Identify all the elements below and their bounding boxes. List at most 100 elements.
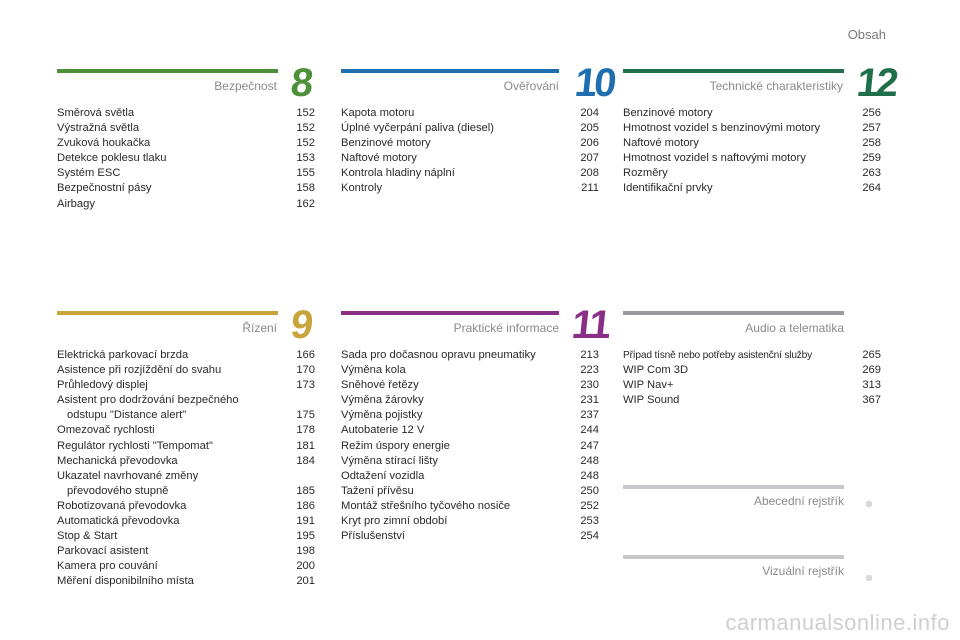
section-title[interactable]: Praktické informace xyxy=(453,321,559,335)
toc-entry[interactable]: Měření disponibilního místa 201 xyxy=(57,574,315,589)
toc-entry-page-number: 208 xyxy=(580,167,599,180)
toc-entry[interactable]: Výstražná světla 152 xyxy=(57,121,315,136)
toc-entry[interactable]: Omezovač rychlosti 178 xyxy=(57,423,315,438)
toc-entry[interactable]: Úplné vyčerpání paliva (diesel) 205 xyxy=(341,121,599,136)
toc-entry-label: Případ tísně nebo potřeby asistenční slu… xyxy=(623,350,813,361)
section-number-badge[interactable]: 8 xyxy=(288,61,313,105)
toc-entry[interactable]: Průhledový displej 173 xyxy=(57,378,315,393)
section-title[interactable]: Audio a telematika xyxy=(745,321,844,335)
toc-entry[interactable]: Automatická převodovka 191 xyxy=(57,514,315,529)
toc-entry-page-number: 252 xyxy=(580,499,599,512)
toc-entry[interactable]: Identifikační prvky 264 xyxy=(623,181,881,196)
toc-entry-page-number: 206 xyxy=(580,137,599,150)
toc-entry[interactable]: Systém ESC 155 xyxy=(57,166,315,181)
toc-entry[interactable]: Výměna kola 223 xyxy=(341,363,599,378)
toc-entry[interactable]: WIP Com 3D 269 xyxy=(623,363,881,378)
toc-entry[interactable]: Rozměry 263 xyxy=(623,166,881,181)
toc-entry[interactable]: Autobaterie 12 V 244 xyxy=(341,423,599,438)
toc-entry-label-continued: převodového stupně xyxy=(67,484,169,497)
toc-entry-label: Sada pro dočasnou opravu pneumatiky xyxy=(341,349,536,361)
section-color-bar xyxy=(57,69,278,73)
toc-entry[interactable]: Stop & Start 195 xyxy=(57,529,315,544)
toc-entry-page-number: 201 xyxy=(296,575,315,588)
toc-entry-page-number: 256 xyxy=(862,107,881,119)
vizualni-rejstrik-link[interactable]: Vizuální rejstřík xyxy=(762,564,844,578)
toc-entry-label: Výstražná světla xyxy=(57,122,140,135)
toc-entry[interactable]: Airbagy 162 xyxy=(57,197,315,212)
toc-entry[interactable]: Kamera pro couvání 200 xyxy=(57,559,315,574)
abecedni-rejstrik-link[interactable]: Abecední rejstřík xyxy=(753,494,844,508)
toc-entry[interactable]: Hmotnost vozidel s naftovými motory 259 xyxy=(623,151,881,166)
toc-entry[interactable]: Montáž střešního tyčového nosiče 252 xyxy=(341,499,599,514)
toc-entry[interactable]: Hmotnost vozidel s benzinovými motory 257 xyxy=(623,121,881,136)
section-number-badge[interactable]: 11 xyxy=(569,303,611,347)
toc-entry[interactable]: Naftové motory 207 xyxy=(341,151,599,166)
toc-entry[interactable]: Zvuková houkačka 152 xyxy=(57,136,315,151)
toc-entry[interactable]: Sada pro dočasnou opravu pneumatiky 213 xyxy=(341,348,599,363)
toc-entry[interactable]: Robotizovaná převodovka 186 xyxy=(57,499,315,514)
toc-entry[interactable]: Výměna pojistky 237 xyxy=(341,408,599,423)
toc-entry[interactable]: Směrová světla 152 xyxy=(57,106,315,121)
toc-entry-label: Kamera pro couvání xyxy=(57,560,158,573)
toc-entry[interactable]: Ukazatel navrhované změny převodového stu… xyxy=(57,469,315,499)
toc-entry-label: Asistent pro dodržování bezpečného xyxy=(57,394,239,407)
toc-entry[interactable]: Výměna stírací lišty 248 xyxy=(341,454,599,469)
toc-entry[interactable]: Benzinové motory 256 xyxy=(623,106,881,121)
toc-entry-page-number: 205 xyxy=(580,122,599,135)
toc-entry[interactable]: WIP Nav+ 313 xyxy=(623,378,881,393)
toc-entry-label: Měření disponibilního místa xyxy=(57,575,194,588)
toc-entry[interactable]: Bezpečnostní pásy 158 xyxy=(57,181,315,196)
toc-entry-page-number: 173 xyxy=(296,379,315,392)
section-number-badge[interactable]: 9 xyxy=(288,303,313,347)
toc-entry[interactable]: Kontroly 211 xyxy=(341,181,599,196)
section-title[interactable]: Bezpečnost xyxy=(214,79,277,93)
toc-entry[interactable]: Výměna žárovky 231 xyxy=(341,393,599,408)
toc-entry[interactable]: Benzinové motory 206 xyxy=(341,136,599,151)
toc-entry-page-number: 153 xyxy=(296,152,315,165)
toc-entry-page-number: 257 xyxy=(862,122,881,135)
toc-entry[interactable]: WIP Sound 367 xyxy=(623,393,881,408)
toc-entry[interactable]: Naftové motory 258 xyxy=(623,136,881,151)
toc-entry-page-number: 184 xyxy=(296,454,315,467)
toc-entry-label: Identifikační prvky xyxy=(623,182,713,195)
toc-entry[interactable]: Parkovací asistent 198 xyxy=(57,544,315,559)
toc-entry[interactable]: Tažení přívěsu 250 xyxy=(341,484,599,499)
section-title[interactable]: Ověřování xyxy=(503,79,559,93)
toc-entry[interactable]: Odtažení vozidla 248 xyxy=(341,469,599,484)
toc-entry[interactable]: Asistent pro dodržování bezpečného odstup… xyxy=(57,393,315,423)
toc-entry[interactable]: Kapota motoru 204 xyxy=(341,106,599,121)
section-number-badge[interactable]: 10 xyxy=(572,61,616,105)
section-color-bar xyxy=(57,311,278,315)
toc-entry-label: Výměna stírací lišty xyxy=(341,454,438,467)
toc-entry[interactable]: Asistence při rozjíždění do svahu 170 xyxy=(57,363,315,378)
toc-entry-label: Elektrická parkovací brzda xyxy=(57,349,189,361)
toc-entry-label: Montáž střešního tyčového nosiče xyxy=(341,499,511,512)
toc-entry[interactable]: Mechanická převodovka 184 xyxy=(57,454,315,469)
toc-entry[interactable]: Režim úspory energie 247 xyxy=(341,439,599,454)
toc-entry[interactable]: Sněhové řetězy 230 xyxy=(341,378,599,393)
toc-entry[interactable]: Elektrická parkovací brzda 166 xyxy=(57,348,315,363)
toc-entry-label: Režim úspory energie xyxy=(341,439,450,452)
toc-entry-label: Airbagy xyxy=(57,197,95,210)
section-number-badge[interactable]: 12 xyxy=(854,61,898,105)
toc-entry-label: Rozměry xyxy=(623,167,668,180)
toc-entry[interactable]: Regulátor rychlosti "Tempomat" 181 xyxy=(57,439,315,454)
toc-entry-page-number: 248 xyxy=(580,454,599,467)
toc-entry-label: Robotizovaná převodovka xyxy=(57,499,187,512)
watermark: carmanualsonline.info xyxy=(725,610,950,635)
toc-entry[interactable]: Kontrola hladiny náplní 208 xyxy=(341,166,599,181)
toc-entry-page-number: 231 xyxy=(580,394,599,407)
section-color-bar xyxy=(341,311,559,315)
toc-entry[interactable]: Případ tísně nebo potřeby asistenční slu… xyxy=(623,348,881,363)
toc-entry-page-number: 152 xyxy=(296,137,315,150)
section-title[interactable]: Řízení xyxy=(242,321,277,335)
toc-entry-page-number: 186 xyxy=(296,499,315,512)
toc-entry-page-number: 237 xyxy=(580,409,599,422)
toc-entry[interactable]: Příslušenství 254 xyxy=(341,529,599,544)
toc-entry-label: Kontrola hladiny náplní xyxy=(341,167,455,180)
section-title[interactable]: Technické charakteristiky xyxy=(709,79,843,93)
toc-entry[interactable]: Kryt pro zimní období 253 xyxy=(341,514,599,529)
toc-entry-page-number: 207 xyxy=(580,152,599,165)
toc-entry-label: Autobaterie 12 V xyxy=(341,424,425,437)
toc-entry[interactable]: Detekce poklesu tlaku 153 xyxy=(57,151,315,166)
